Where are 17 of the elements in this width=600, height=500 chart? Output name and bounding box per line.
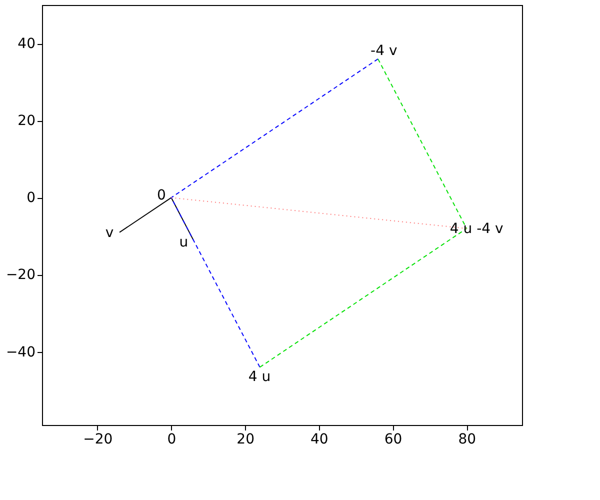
y-tick-label: 20 [18, 113, 36, 130]
annotation: -4 v [370, 42, 398, 59]
x-tick-label: 80 [458, 432, 476, 448]
y-tick-label: −40 [6, 344, 36, 360]
annotation: 4 u [248, 369, 271, 386]
annotation: u [179, 234, 188, 251]
x-tick-label: 60 [384, 432, 402, 448]
x-tick-label: 0 [167, 432, 176, 448]
x-tick-label: 40 [310, 432, 328, 448]
annotation: 4 u -4 v [450, 220, 504, 237]
x-tick-label: −20 [83, 432, 113, 448]
annotation: v [105, 225, 114, 242]
y-tick-label: −20 [6, 267, 36, 284]
y-tick-label: 0 [26, 190, 36, 206]
x-tick-label: 20 [236, 432, 254, 448]
y-tick-label: 40 [18, 36, 36, 52]
annotation: 0 [157, 187, 166, 204]
